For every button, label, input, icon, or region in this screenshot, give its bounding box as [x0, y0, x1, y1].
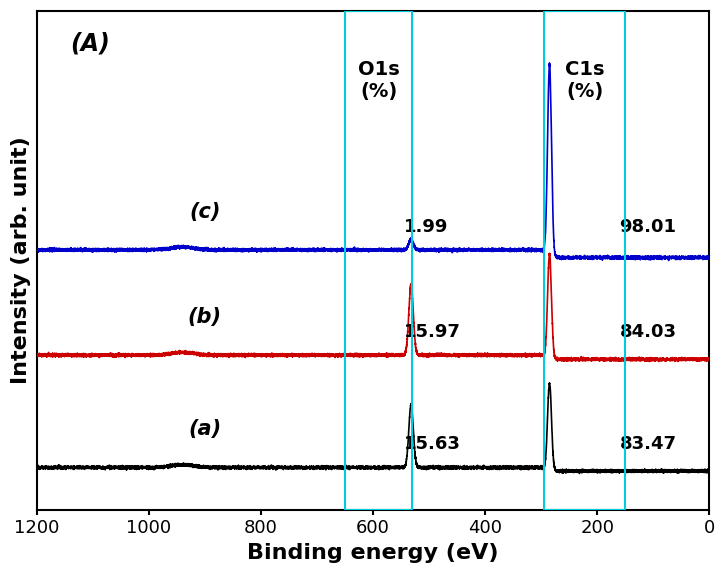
Text: (c): (c): [189, 201, 221, 222]
Text: 83.47: 83.47: [619, 436, 677, 453]
Y-axis label: Intensity (arb. unit): Intensity (arb. unit): [11, 137, 31, 384]
Text: (b): (b): [188, 307, 222, 327]
Text: (A): (A): [70, 31, 110, 55]
Bar: [345, 11, 412, 510]
Text: 84.03: 84.03: [619, 323, 677, 341]
Text: 98.01: 98.01: [619, 218, 677, 236]
Text: O1s
(%): O1s (%): [358, 60, 399, 101]
Text: 15.63: 15.63: [404, 436, 461, 453]
Bar: [544, 11, 625, 510]
Text: 1.99: 1.99: [404, 218, 448, 236]
Text: (a): (a): [188, 420, 221, 440]
X-axis label: Binding energy (eV): Binding energy (eV): [248, 543, 499, 563]
Text: C1s
(%): C1s (%): [565, 60, 604, 101]
Text: 15.97: 15.97: [404, 323, 461, 341]
